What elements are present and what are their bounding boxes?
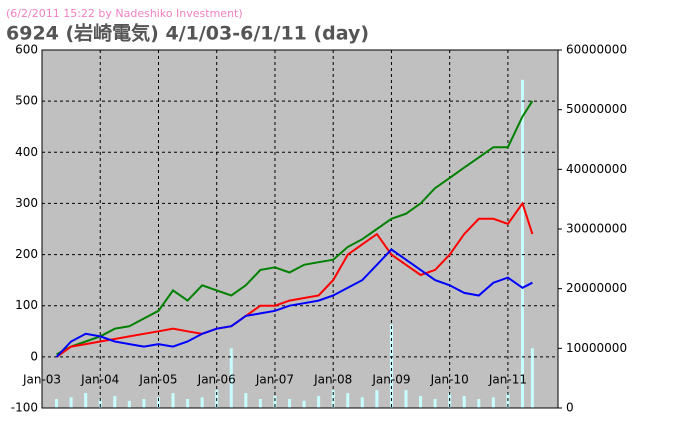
volume-bar [346, 393, 350, 408]
volume-bar [258, 399, 262, 408]
volume-bar [389, 324, 393, 408]
x-tick-label: Jan-05 [138, 373, 177, 387]
volume-bar [317, 396, 321, 408]
y2-tick-label: 60000000 [566, 43, 627, 57]
chart-title: 6924 (岩崎電気) 4/1/03-6/1/11 (day) [6, 22, 369, 45]
y2-tick-label: 10000000 [566, 341, 627, 355]
volume-bar [156, 397, 160, 408]
x-tick-label: Jan-11 [488, 373, 527, 387]
volume-bar [55, 399, 59, 408]
volume-bar [127, 400, 131, 408]
y-tick-label: 400 [15, 145, 38, 159]
volume-bar [404, 390, 408, 408]
volume-bar [462, 396, 466, 408]
price-line [55, 248, 533, 358]
y-tick-label: 600 [15, 43, 38, 57]
y2-tick-label: 50000000 [566, 102, 627, 116]
y-tick-label: -100 [11, 401, 38, 415]
volume-bar [360, 397, 364, 408]
y2-tick-label: 30000000 [566, 222, 627, 236]
y2-tick-label: 40000000 [566, 162, 627, 176]
volume-bar [229, 348, 233, 408]
y2-tick-label: 0 [566, 401, 574, 415]
x-tick-label: Jan-09 [371, 373, 410, 387]
plot-border [41, 49, 559, 409]
x-tick-label: Jan-04 [80, 373, 119, 387]
volume-bar [288, 399, 292, 408]
volume-bar [520, 79, 524, 408]
y-tick-label: 200 [15, 247, 38, 261]
volume-bar [200, 397, 204, 408]
y-tick-label: 100 [15, 298, 38, 312]
y-tick-label: 0 [30, 349, 38, 363]
volume-bar [171, 393, 175, 408]
volume-bar [491, 397, 495, 408]
y2-tick-label: 20000000 [566, 281, 627, 295]
volume-bar [477, 399, 481, 408]
price-line [56, 100, 534, 356]
volume-bar [433, 399, 437, 408]
chart-subtitle: (6/2/2011 15:22 by Nadeshiko Investment) [6, 7, 243, 20]
volume-bar [273, 396, 277, 408]
volume-bar [113, 396, 117, 408]
x-tick-label: Jan-07 [255, 373, 294, 387]
y-tick-label: 300 [15, 196, 38, 210]
volume-bar [69, 397, 73, 408]
volume-bar [84, 393, 88, 408]
x-tick-label: Jan-06 [197, 373, 236, 387]
volume-bar [244, 393, 248, 408]
plot-area [41, 49, 559, 409]
volume-bar [302, 400, 306, 408]
x-tick-label: Jan-10 [430, 373, 469, 387]
price-line [56, 201, 534, 358]
volume-bar [419, 396, 423, 408]
volume-bar [142, 399, 146, 408]
volume-bar [375, 390, 379, 408]
x-tick-label: Jan-08 [313, 373, 352, 387]
volume-bar [186, 399, 190, 408]
volume-bar [98, 399, 102, 408]
y-tick-label: 500 [15, 94, 38, 108]
volume-bar [530, 348, 534, 408]
